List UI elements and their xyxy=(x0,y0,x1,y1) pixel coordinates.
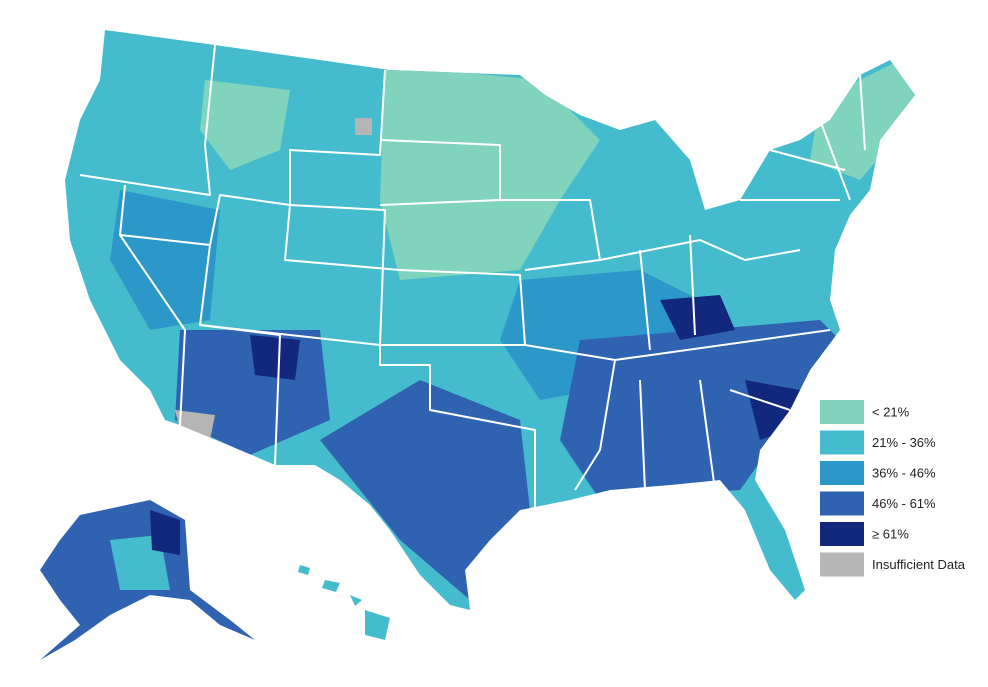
legend-label: ≥ 61% xyxy=(872,526,909,541)
region-light xyxy=(810,60,915,180)
region-light xyxy=(380,65,600,280)
hawaii-island xyxy=(350,595,362,606)
regions xyxy=(110,60,915,600)
state-border xyxy=(599,234,831,361)
state-border xyxy=(524,344,616,491)
legend-swatch xyxy=(820,400,864,424)
legend-label: 46% - 61% xyxy=(872,496,936,511)
region-darkest xyxy=(250,335,300,380)
hawaii-island xyxy=(322,580,340,592)
region-light xyxy=(200,80,290,170)
state-border xyxy=(119,184,186,426)
legend-swatch xyxy=(820,430,864,455)
alaska-region xyxy=(150,510,180,555)
legend-label: 36% - 46% xyxy=(872,465,936,480)
region-dark xyxy=(320,380,530,600)
legend: < 21% 21% - 36% 36% - 46% 46% - 61% ≥ 61% Ins… xyxy=(820,400,966,577)
alaska xyxy=(40,500,255,660)
region-na xyxy=(175,410,215,440)
state-border xyxy=(500,199,601,271)
legend-label: Insufficient Data xyxy=(872,557,966,572)
region-dark xyxy=(560,320,840,500)
legend-label: < 21% xyxy=(872,404,910,419)
state-border xyxy=(199,204,401,346)
state-border xyxy=(740,74,866,201)
contiguous-us xyxy=(65,30,915,610)
legend-swatch xyxy=(820,491,864,516)
hawaii-island xyxy=(298,565,310,575)
region-darkest xyxy=(660,295,735,340)
hawaii-island xyxy=(365,610,390,640)
state-border xyxy=(379,269,536,510)
legend-label: 21% - 36% xyxy=(872,435,936,450)
region-na xyxy=(355,118,372,135)
region-mid xyxy=(110,190,220,330)
legend-swatch xyxy=(820,552,864,577)
hawaii xyxy=(298,565,390,640)
state-border xyxy=(79,44,216,196)
legend-swatch xyxy=(820,522,864,546)
state-borders xyxy=(79,44,866,510)
state-border xyxy=(639,379,791,491)
state-border xyxy=(379,139,501,206)
legend-swatch xyxy=(820,461,864,485)
